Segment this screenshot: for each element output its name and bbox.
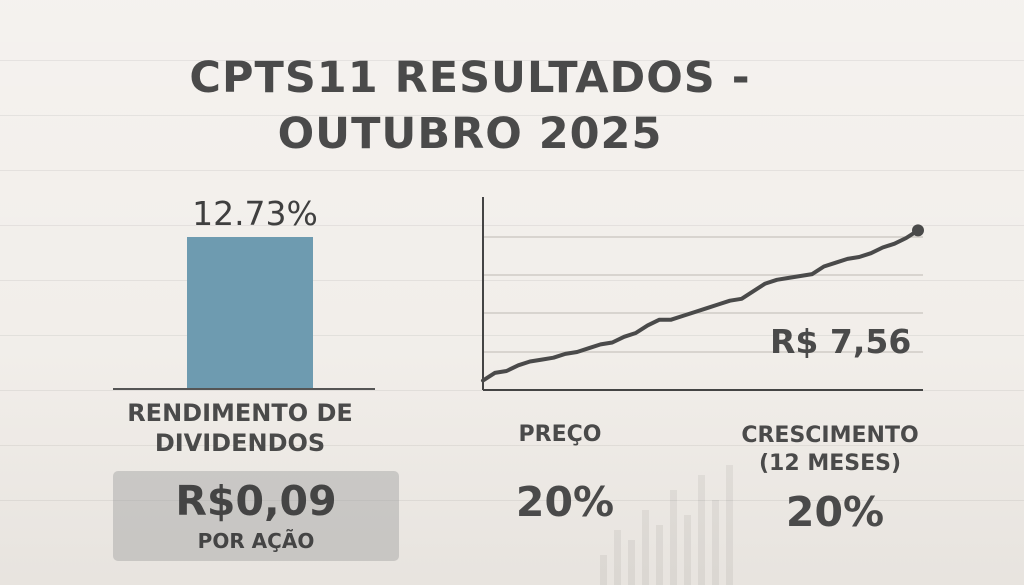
ghost-bar <box>726 465 733 585</box>
ghost-bar <box>712 500 719 585</box>
dividend-yield-panel: 12.73% RENDIMENTO DE DIVIDENDOS R$0,09 P… <box>110 180 400 570</box>
ghost-row-line <box>0 60 1024 61</box>
yield-bar <box>187 237 313 388</box>
price-endpoint-marker <box>912 224 924 237</box>
ghost-bar <box>698 475 705 585</box>
yield-value-label: 12.73% <box>192 194 318 233</box>
ghost-row-line <box>0 500 1024 501</box>
ghost-bar <box>670 490 677 585</box>
ghost-bar <box>600 555 607 585</box>
ghost-row-line <box>0 225 1024 226</box>
dividend-per-share-label: POR AÇÃO <box>197 529 315 553</box>
ghost-bar <box>628 540 635 585</box>
ghost-row-line <box>0 445 1024 446</box>
price-line-chart <box>481 197 924 391</box>
yield-category-label: RENDIMENTO DE DIVIDENDOS <box>127 399 353 457</box>
price-stat-label: PREÇO <box>518 422 602 447</box>
dividend-per-share-value: R$0,09 <box>175 477 337 525</box>
growth-stat-label: CRESCIMENTO (12 MESES) <box>741 423 919 476</box>
ghost-row-line <box>0 170 1024 171</box>
bar-baseline <box>113 388 375 390</box>
ghost-row-line <box>0 280 1024 281</box>
ghost-bar <box>614 530 621 585</box>
ghost-row-line <box>0 115 1024 116</box>
ghost-bar <box>656 525 663 585</box>
price-end-label: R$ 7,56 <box>770 322 912 361</box>
growth-stat-value: 20% <box>785 488 885 536</box>
dividend-per-share-box: R$0,09 POR AÇÃO <box>113 471 399 561</box>
ghost-bar <box>642 510 649 585</box>
ghost-bar <box>684 515 691 585</box>
page-title: CPTS11 RESULTADOS - OUTUBRO 2025 <box>189 53 751 159</box>
price-series-line <box>481 228 920 383</box>
price-stat-value: 20% <box>515 478 615 526</box>
ghost-row-line <box>0 335 1024 336</box>
